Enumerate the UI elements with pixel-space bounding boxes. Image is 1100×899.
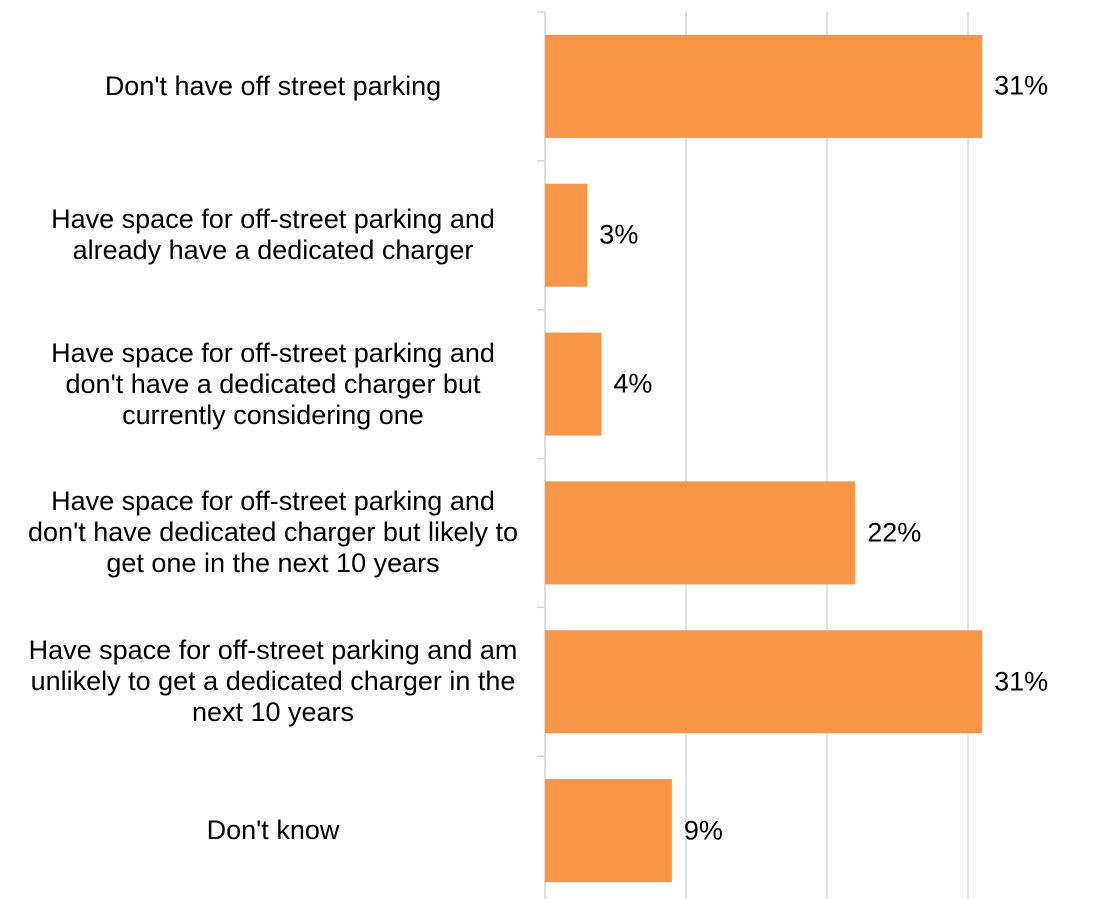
bar (545, 183, 588, 287)
value-label: 22% (867, 517, 922, 548)
value-label: 4% (613, 368, 653, 399)
category-label: Have space for off-street parking and am… (28, 635, 518, 728)
value-label: 3% (599, 219, 639, 250)
value-label: 31% (994, 666, 1049, 697)
category-label: Have space for off-street parking and al… (51, 204, 495, 266)
category-label: Have space for off-street parking and do… (51, 337, 495, 430)
bar (545, 332, 602, 436)
bar (545, 481, 856, 585)
category-label: Don't know (206, 815, 340, 846)
category-label: Don't have off street parking (104, 70, 442, 101)
bar (545, 779, 672, 883)
value-label: 31% (994, 70, 1049, 101)
bar (545, 630, 983, 734)
value-label: 9% (683, 815, 723, 846)
bar (545, 34, 983, 138)
category-label: Have space for off-street parking and do… (28, 486, 518, 579)
